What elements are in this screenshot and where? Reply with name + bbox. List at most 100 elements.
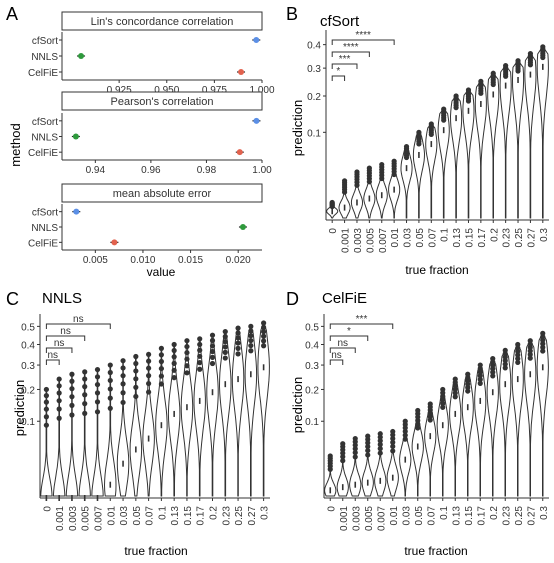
outlier-point: [352, 446, 358, 452]
x-tick-label: 0.003: [351, 506, 362, 531]
outlier-point: [477, 369, 483, 375]
x-tick-label: 0.05: [415, 228, 426, 248]
outlier-point: [390, 443, 396, 450]
outlier-point: [107, 405, 113, 411]
x-tick-label: 0.07: [426, 506, 437, 526]
outlier-point: [452, 376, 458, 382]
outlier-point: [261, 320, 267, 326]
outlier-point: [453, 93, 459, 99]
panelB-violin-plot: 0.40.30.20.10 0.001 0.003 0.005 0.007 0.01 0.0…: [307, 30, 550, 253]
outlier-point: [209, 337, 216, 344]
y-tick-label: 0.1: [305, 417, 319, 428]
outlier-point: [146, 351, 152, 358]
outlier-point: [540, 44, 546, 50]
panelD-xlabel: true fraction: [404, 544, 467, 558]
y-tick-label: 0.1: [307, 128, 321, 139]
panelC-xlabel: true fraction: [124, 544, 187, 558]
outlier-point: [477, 376, 483, 383]
x-tick-label: 0.1: [440, 228, 451, 242]
point-cfsort: [73, 208, 80, 215]
outlier-point: [56, 390, 62, 396]
violin: [206, 334, 219, 497]
point-nnls: [239, 224, 246, 230]
panel-letter-A: A: [6, 4, 18, 24]
outlier-point: [527, 338, 533, 344]
outlier-point: [377, 441, 383, 448]
y-tick-label: 0.5: [305, 322, 319, 333]
facet-title: Lin's concordance correlation: [91, 16, 234, 28]
outlier-point: [56, 383, 62, 389]
violin: [193, 338, 206, 497]
outlier-point: [428, 121, 434, 127]
outlier-point: [69, 412, 75, 418]
panelA-ylabel: method: [8, 123, 23, 166]
outlier-point: [515, 58, 521, 64]
x-tick-label: 0.07: [145, 506, 156, 526]
violin: [129, 356, 143, 497]
y-tick-label: 0.3: [21, 361, 35, 372]
y-tick-label: 0.4: [21, 340, 35, 351]
outlier-point: [452, 390, 458, 396]
outlier-point: [146, 358, 152, 364]
x-tick-label: 0.2: [489, 506, 500, 520]
outlier-point: [94, 374, 101, 380]
comparison-bracket: [329, 323, 394, 329]
outlier-point: [248, 328, 254, 334]
significance-label: ns: [54, 338, 65, 349]
outlier-point: [248, 337, 254, 344]
outlier-point: [440, 397, 446, 403]
outlier-point: [441, 106, 447, 112]
method-label: cfSort: [32, 117, 58, 128]
outlier-point: [69, 402, 75, 408]
outlier-point: [490, 70, 496, 76]
outlier-point: [158, 352, 164, 358]
outlier-point: [527, 51, 534, 57]
violin: [40, 389, 53, 497]
violin: [437, 108, 450, 219]
x-tick-label: 0.001: [339, 506, 350, 531]
outlier-point: [82, 401, 88, 407]
outlier-point: [94, 381, 101, 388]
outlier-point: [146, 373, 152, 379]
y-tick-label: 0.3: [305, 361, 319, 372]
method-label: CelFiE: [28, 238, 58, 249]
outlier-point: [133, 360, 139, 367]
outlier-point: [515, 356, 521, 362]
x-tick-label: 0.975: [202, 85, 227, 96]
panelA-dot-plots: Lin's concordance correlation 0.925 0.950 0…: [28, 11, 275, 266]
x-tick-label: 0.01: [390, 228, 401, 248]
x-tick-label: 0.27: [526, 228, 537, 248]
outlier-point: [402, 428, 408, 435]
outlier-point: [390, 448, 396, 454]
violin: [257, 322, 270, 497]
comparison-bracket: [45, 323, 111, 329]
outlier-point: [222, 339, 228, 345]
violin: [412, 131, 426, 219]
outlier-point: [329, 199, 335, 206]
outlier-point: [365, 433, 371, 439]
outlier-point: [235, 351, 241, 357]
violin: [244, 325, 258, 497]
x-tick-label: 0.2: [489, 228, 500, 242]
outlier-point: [340, 441, 346, 447]
outlier-point: [107, 377, 113, 384]
outlier-point: [56, 406, 62, 412]
outlier-point: [82, 392, 88, 398]
outlier-point: [515, 359, 521, 366]
outlier-point: [56, 376, 62, 382]
violin: [462, 89, 475, 219]
outlier-point: [133, 353, 139, 360]
x-tick-label: 0.01: [389, 506, 400, 526]
outlier-point: [261, 343, 267, 349]
panelA-xlabel: value: [147, 265, 176, 279]
point-nnls: [72, 133, 79, 140]
x-tick-label: 0.1: [157, 506, 168, 520]
outlier-point: [377, 446, 383, 452]
x-tick-label: 0.94: [86, 165, 106, 176]
outlier-point: [235, 345, 241, 351]
comparison-bracket: [45, 347, 73, 353]
outlier-point: [120, 358, 126, 364]
x-tick-label: 0.96: [141, 165, 161, 176]
point-celfie: [236, 149, 243, 156]
violin: [167, 344, 181, 497]
